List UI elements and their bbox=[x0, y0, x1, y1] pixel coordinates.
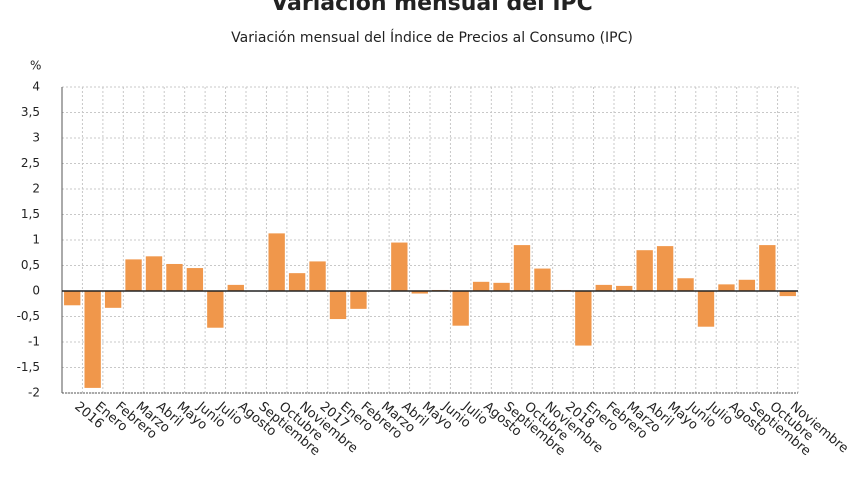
bar bbox=[350, 291, 367, 309]
bar bbox=[656, 246, 674, 291]
bar bbox=[329, 291, 347, 320]
bar bbox=[64, 291, 81, 306]
bar bbox=[493, 282, 510, 291]
bar bbox=[534, 268, 551, 291]
chart-title: Variación mensual del IPC bbox=[271, 0, 593, 16]
y-tick-label: -1 bbox=[28, 335, 40, 349]
bar bbox=[452, 291, 469, 326]
bar bbox=[145, 256, 163, 291]
bar bbox=[718, 284, 735, 291]
bar bbox=[759, 245, 776, 291]
bar bbox=[677, 278, 694, 291]
y-axis-label: % bbox=[30, 59, 41, 73]
bar bbox=[636, 250, 653, 291]
y-tick-label: 2,5 bbox=[21, 156, 40, 170]
y-tick-label: 1,5 bbox=[21, 207, 40, 221]
y-tick-label: 0,5 bbox=[21, 258, 40, 272]
y-tick-label: 3,5 bbox=[21, 105, 40, 119]
y-tick-label: -2 bbox=[28, 386, 40, 400]
y-tick-label: -0,5 bbox=[17, 309, 40, 323]
bar bbox=[575, 291, 592, 346]
bar bbox=[738, 279, 756, 291]
bar bbox=[309, 261, 326, 291]
y-tick-label: 2 bbox=[32, 182, 40, 196]
bar bbox=[616, 285, 633, 291]
bar bbox=[411, 291, 428, 294]
bar bbox=[513, 245, 531, 291]
y-tick-label: 4 bbox=[32, 80, 40, 94]
bar bbox=[227, 284, 244, 291]
bar bbox=[166, 263, 183, 291]
y-tick-label: 0 bbox=[32, 284, 40, 298]
bar bbox=[779, 291, 796, 297]
bar bbox=[697, 291, 715, 327]
bar bbox=[207, 291, 224, 328]
bar bbox=[472, 281, 490, 291]
y-tick-label: 3 bbox=[32, 131, 40, 145]
bar bbox=[125, 259, 142, 291]
chart-subtitle: Variación mensual del Índice de Precios … bbox=[231, 29, 633, 46]
bar bbox=[595, 284, 612, 291]
bar bbox=[288, 273, 306, 291]
bar bbox=[186, 268, 204, 291]
y-tick-label: 1 bbox=[32, 233, 40, 247]
bar bbox=[268, 233, 285, 291]
bar bbox=[104, 291, 122, 308]
bar bbox=[84, 291, 101, 388]
bar bbox=[391, 242, 408, 291]
y-tick-label: -1,5 bbox=[17, 360, 40, 374]
